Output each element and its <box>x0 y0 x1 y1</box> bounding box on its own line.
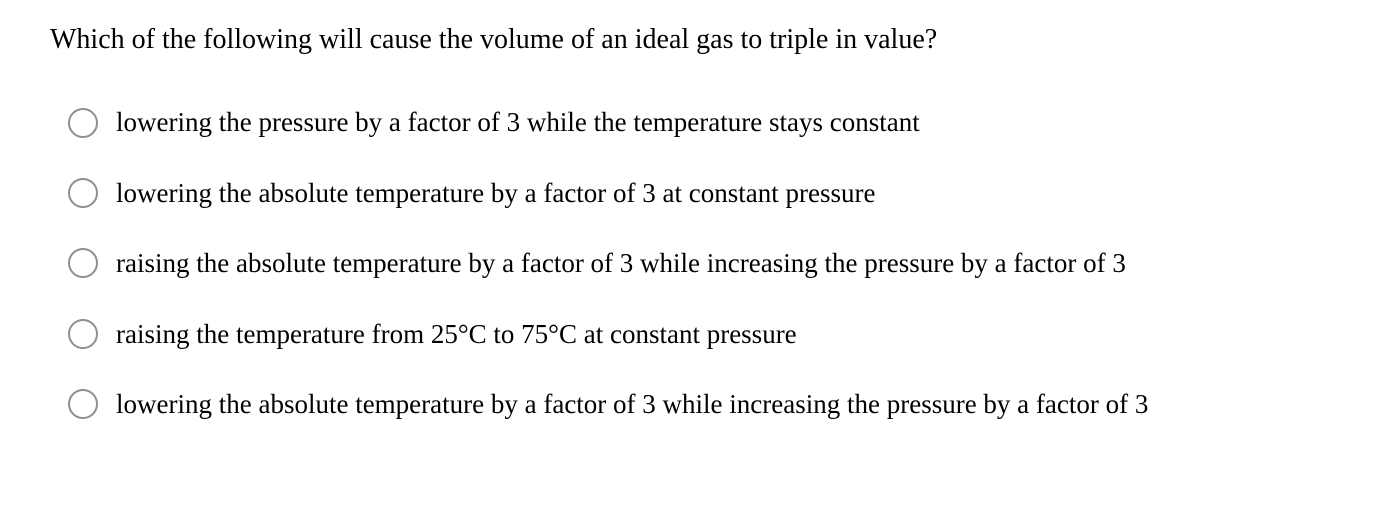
option-row[interactable]: lowering the pressure by a factor of 3 w… <box>68 106 1332 138</box>
option-row[interactable]: raising the absolute temperature by a fa… <box>68 247 1332 279</box>
option-label: lowering the absolute temperature by a f… <box>116 177 875 209</box>
radio-icon[interactable] <box>68 108 98 138</box>
option-label: lowering the absolute temperature by a f… <box>116 388 1148 420</box>
option-row[interactable]: lowering the absolute temperature by a f… <box>68 388 1332 420</box>
question-container: Which of the following will cause the vo… <box>0 0 1382 450</box>
radio-icon[interactable] <box>68 178 98 208</box>
question-text: Which of the following will cause the vo… <box>50 22 1332 58</box>
options-list: lowering the pressure by a factor of 3 w… <box>50 106 1332 420</box>
option-row[interactable]: raising the temperature from 25°C to 75°… <box>68 318 1332 350</box>
radio-icon[interactable] <box>68 248 98 278</box>
radio-icon[interactable] <box>68 389 98 419</box>
radio-icon[interactable] <box>68 319 98 349</box>
option-row[interactable]: lowering the absolute temperature by a f… <box>68 177 1332 209</box>
option-label: raising the absolute temperature by a fa… <box>116 247 1126 279</box>
option-label: lowering the pressure by a factor of 3 w… <box>116 106 920 138</box>
option-label: raising the temperature from 25°C to 75°… <box>116 318 797 350</box>
